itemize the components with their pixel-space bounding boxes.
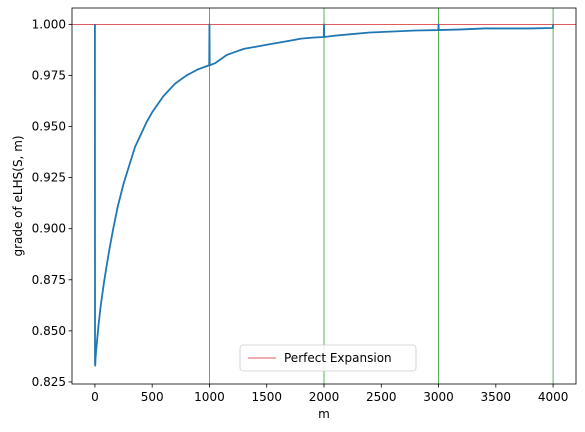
x-tick-label-2000: 2000 (309, 390, 340, 404)
y-axis-label: grade of eLHS(S, m) (11, 135, 25, 256)
y-tick-label-6: 0.975 (32, 68, 66, 82)
x-tick-label-1000: 1000 (194, 390, 225, 404)
y-tick-label-4: 0.925 (32, 171, 66, 185)
legend-label-perfect-expansion: Perfect Expansion (284, 351, 392, 365)
y-tick-label-0: 0.825 (32, 375, 66, 389)
x-tick-label-3000: 3000 (423, 390, 454, 404)
x-tick-label-3500: 3500 (481, 390, 512, 404)
y-tick-label-3: 0.900 (32, 222, 66, 236)
y-ticks: 0.825 0.850 0.875 0.900 0.925 0.950 0.975 1.000 (32, 17, 72, 389)
y-tick-label-5: 0.950 (32, 120, 66, 134)
x-tick-label-2500: 2500 (366, 390, 397, 404)
legend: Perfect Expansion (239, 344, 417, 372)
x-tick-label-0: 0 (91, 390, 99, 404)
x-tick-label-500: 500 (141, 390, 164, 404)
x-tick-label-4000: 4000 (538, 390, 569, 404)
legend-box (239, 344, 417, 372)
series-layer (94, 23, 554, 367)
x-ticks: 0 500 1000 1500 2000 2500 3000 3500 4000 (91, 384, 568, 404)
y-tick-label-1: 0.850 (32, 324, 66, 338)
reference-lines (72, 8, 576, 384)
x-axis-label: m (318, 407, 330, 421)
series-line-0 (94, 23, 554, 367)
y-tick-label-2: 0.875 (32, 273, 66, 287)
y-tick-label-7: 1.000 (32, 17, 66, 31)
x-tick-label-1500: 1500 (251, 390, 282, 404)
